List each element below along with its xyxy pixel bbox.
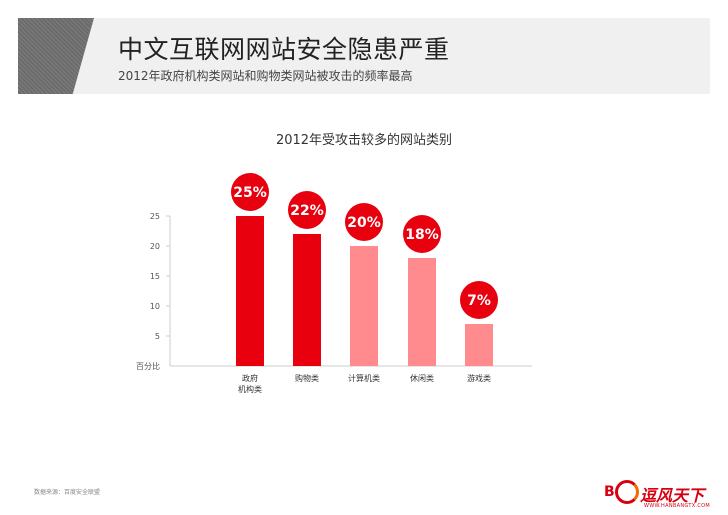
logo-url: WWW.HANBANGTX.COM (644, 503, 710, 509)
brand-logo: B 逗风天下 WWW.HANBANGTX.COM (604, 478, 724, 512)
x-tick-label: 休闲类 (410, 373, 434, 383)
x-tick-label: 购物类 (295, 373, 319, 383)
bar (350, 246, 378, 366)
y-tick-label: 20 (150, 242, 160, 251)
data-label: 20% (347, 215, 381, 231)
logo-letter: B (604, 484, 615, 500)
y-axis-label: 百分比 (136, 361, 160, 371)
header-band (18, 18, 710, 94)
y-tick-label: 25 (150, 212, 160, 221)
data-label: 25% (233, 185, 267, 201)
data-label: 7% (467, 293, 491, 309)
logo-text: 逗风天下 (640, 486, 705, 505)
logo-ring-icon (615, 480, 639, 504)
bar (236, 216, 264, 366)
source-note: 数据来源：百度安全联盟 (34, 489, 101, 496)
page-title: 中文互联网网站安全隐患严重 (118, 35, 450, 64)
data-label-badge (288, 191, 326, 229)
data-label-badge (231, 173, 269, 211)
bar (293, 234, 321, 366)
x-tick-label: 政府 (242, 373, 258, 383)
x-tick-label: 计算机类 (348, 373, 380, 383)
data-label-badge (460, 281, 498, 319)
bar-chart: 5 10 15 20 25 百分比 25% 政府机构类 22% 购物类 20% 计算机类 18% 休闲类 7… (136, 173, 532, 394)
bar (408, 258, 436, 366)
data-label: 22% (290, 203, 324, 219)
data-label-badge (345, 203, 383, 241)
page-subtitle: 2012年政府机构类网站和购物类网站被攻击的频率最高 (118, 69, 413, 83)
y-tick-label: 15 (150, 272, 160, 281)
y-tick-label: 10 (150, 302, 160, 311)
chart-title: 2012年受攻击较多的网站类别 (275, 133, 453, 148)
y-tick-label: 5 (155, 332, 160, 341)
x-tick-label: 机构类 (238, 384, 262, 394)
data-label: 18% (405, 227, 439, 243)
bar (465, 324, 493, 366)
data-label-badge (403, 215, 441, 253)
x-tick-label: 游戏类 (467, 373, 491, 383)
